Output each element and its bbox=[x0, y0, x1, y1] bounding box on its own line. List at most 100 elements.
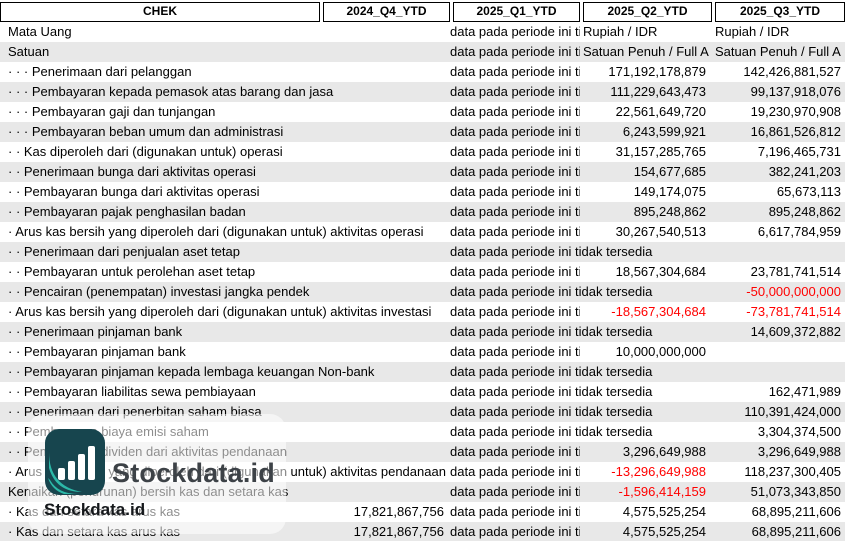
cell-chek[interactable]: · Kas dan setara kas arus kas 17,821,867,… bbox=[0, 522, 450, 541]
cell-2025-q3[interactable]: 142,426,881,527 bbox=[743, 64, 841, 79]
cell-chek[interactable]: · · · Pembayaran beban umum dan administ… bbox=[0, 122, 450, 142]
cell-chek[interactable]: Mata Uang bbox=[0, 22, 450, 42]
cell-2025-q1[interactable]: data pada periode ini tidak tersedia bbox=[450, 524, 580, 539]
cell-2025-q3[interactable]: 162,471,989 bbox=[768, 384, 841, 399]
cell-2024-q4[interactable]: 17,821,867,756 bbox=[353, 504, 444, 519]
cell-chek[interactable]: · · Penerimaan bunga dari aktivitas oper… bbox=[0, 162, 450, 182]
cell-2025-q3[interactable]: 14,609,372,882 bbox=[750, 324, 841, 339]
cell-2025-q3[interactable]: 382,241,203 bbox=[768, 164, 841, 179]
cell-2025-q1[interactable]: data pada periode ini tidak tersedia bbox=[450, 264, 580, 279]
cell-chek[interactable]: · · Pembayaran bunga dari aktivitas oper… bbox=[0, 182, 450, 202]
cell-2025-q3[interactable]: 19,230,970,908 bbox=[750, 104, 841, 119]
cell-2025-q2[interactable]: 154,677,685 bbox=[633, 164, 706, 179]
cell-2025-q3[interactable]: 51,073,343,850 bbox=[750, 484, 841, 499]
cell-2025-q1[interactable]: data pada periode ini tidak tersedia bbox=[450, 44, 580, 59]
cell-2025-q3[interactable]: 7,196,465,731 bbox=[757, 144, 841, 159]
cell-2025-q1[interactable]: data pada periode ini tidak tersedia bbox=[450, 384, 653, 399]
cell-2025-q2[interactable]: -18,567,304,684 bbox=[611, 304, 706, 319]
cell-chek[interactable]: Satuan bbox=[0, 42, 450, 62]
cell-2025-q3[interactable]: Rupiah / IDR bbox=[715, 24, 790, 39]
cell-chek[interactable]: · · · Penerimaan dari pelanggan bbox=[0, 62, 450, 82]
cell-2025-q2[interactable]: Rupiah / IDR bbox=[583, 24, 658, 39]
cell-2025-q1[interactable]: data pada periode ini tidak tersedia bbox=[450, 64, 580, 79]
cell-2025-q3[interactable]: 6,617,784,959 bbox=[757, 224, 841, 239]
cell-2025-q2[interactable]: 4,575,525,254 bbox=[622, 504, 706, 519]
cell-2025-q3[interactable]: 118,237,300,405 bbox=[744, 464, 841, 479]
cell-chek[interactable]: · · · Pembayaran kepada pemasok atas bar… bbox=[0, 82, 450, 102]
cell-2025-q2[interactable]: 3,296,649,988 bbox=[622, 444, 706, 459]
cell-2025-q2[interactable]: Satuan Penuh / Full A bbox=[583, 44, 709, 59]
cell-2025-q3[interactable] bbox=[712, 342, 845, 362]
cell-2025-q3[interactable]: -50,000,000,000 bbox=[746, 284, 841, 299]
cell-chek[interactable]: · · Pembayaran untuk perolehan aset teta… bbox=[0, 262, 450, 282]
row-label: · · · Pembayaran kepada pemasok atas bar… bbox=[8, 84, 334, 99]
cell-2025-q2[interactable]: 18,567,304,684 bbox=[615, 264, 706, 279]
cell-2025-q1[interactable]: data pada periode ini tidak tersedia bbox=[450, 124, 580, 139]
cell-chek[interactable]: · · · Pembayaran gaji dan tunjangan bbox=[0, 102, 450, 122]
cell-2025-q2[interactable]: 6,243,599,921 bbox=[622, 124, 706, 139]
cell-chek[interactable]: · · Pembayaran pajak penghasilan badan bbox=[0, 202, 450, 222]
cell-2025-q1[interactable]: data pada periode ini tidak tersedia bbox=[450, 344, 580, 359]
cell-2025-q3[interactable]: 23,781,741,514 bbox=[750, 264, 841, 279]
cell-2025-q2[interactable]: 895,248,862 bbox=[633, 204, 706, 219]
cell-chek[interactable]: · · Pembayaran liabilitas sewa pembiayaa… bbox=[0, 382, 450, 402]
cell-2025-q2[interactable]: 30,267,540,513 bbox=[615, 224, 706, 239]
cell-2025-q1[interactable]: data pada periode ini tidak tersedia bbox=[450, 504, 580, 519]
cell-2025-q2[interactable]: -1,596,414,159 bbox=[618, 484, 706, 499]
cell-2025-q2[interactable]: 4,575,525,254 bbox=[622, 524, 706, 539]
cell-chek[interactable]: · · Pembayaran pinjaman kepada lembaga k… bbox=[0, 362, 450, 382]
cell-chek[interactable]: · · Penerimaan dari penerbitan saham bia… bbox=[0, 402, 450, 422]
cell-2025-q1[interactable]: data pada periode ini tidak tersedia bbox=[450, 484, 580, 499]
cell-chek[interactable]: · · Kas diperoleh dari (digunakan untuk)… bbox=[0, 142, 450, 162]
cell-2025-q3[interactable] bbox=[712, 362, 845, 382]
cell-2025-q3[interactable]: 3,304,374,500 bbox=[757, 424, 841, 439]
cell-2025-q2[interactable]: -13,296,649,988 bbox=[611, 464, 706, 479]
cell-chek[interactable]: · Arus kas bersih yang diperoleh dari (d… bbox=[0, 302, 450, 322]
cell-chek[interactable]: · · Pembayaran pinjaman bank bbox=[0, 342, 450, 362]
cell-2025-q1[interactable]: data pada periode ini tidak tersedia bbox=[450, 364, 653, 379]
cell-chek[interactable]: · · Penerimaan dari penjualan aset tetap bbox=[0, 242, 450, 262]
cell-2025-q1[interactable]: data pada periode ini tidak tersedia bbox=[450, 204, 580, 219]
cell-2025-q1[interactable]: data pada periode ini tidak tersedia bbox=[450, 244, 653, 259]
cell-2025-q1[interactable]: data pada periode ini tidak tersedia bbox=[450, 24, 580, 39]
cell-chek[interactable]: · · Pencairan (penempatan) investasi jan… bbox=[0, 282, 450, 302]
cell-2025-q1[interactable]: data pada periode ini tidak tersedia bbox=[450, 84, 580, 99]
cell-2025-q1[interactable]: data pada periode ini tidak tersedia bbox=[450, 184, 580, 199]
cell-2025-q1[interactable]: data pada periode ini tidak tersedia bbox=[450, 164, 580, 179]
column-header-2025-q1-ytd[interactable]: 2025_Q1_YTD bbox=[453, 2, 580, 22]
cell-2025-q2[interactable]: 10,000,000,000 bbox=[615, 344, 706, 359]
cell-2025-q2[interactable]: 149,174,075 bbox=[633, 184, 706, 199]
column-header-2025-q3-ytd[interactable]: 2025_Q3_YTD bbox=[715, 2, 845, 22]
cell-2025-q1[interactable]: data pada periode ini tidak tersedia bbox=[450, 224, 580, 239]
cell-2025-q1[interactable]: data pada periode ini tidak tersedia bbox=[450, 404, 653, 419]
cell-2025-q3[interactable]: 110,391,424,000 bbox=[744, 404, 841, 419]
cell-2025-q2[interactable]: 31,157,285,765 bbox=[615, 144, 706, 159]
cell-2025-q1[interactable]: data pada periode ini tidak tersedia bbox=[450, 324, 653, 339]
cell-2025-q1[interactable]: data pada periode ini tidak tersedia bbox=[450, 444, 580, 459]
cell-2025-q2[interactable]: 171,192,178,879 bbox=[608, 64, 706, 79]
column-header-2025-q2-ytd[interactable]: 2025_Q2_YTD bbox=[583, 2, 712, 22]
cell-chek[interactable]: · Arus kas bersih yang diperoleh dari (d… bbox=[0, 222, 450, 242]
cell-2025-q3[interactable]: 3,296,649,988 bbox=[757, 444, 841, 459]
cell-2025-q3[interactable] bbox=[712, 242, 845, 262]
cell-2025-q3[interactable]: 68,895,211,606 bbox=[751, 524, 841, 539]
cell-2025-q1[interactable]: data pada periode ini tidak tersedia bbox=[450, 424, 653, 439]
cell-2025-q3[interactable]: 895,248,862 bbox=[768, 204, 841, 219]
cell-2025-q2[interactable]: 111,229,643,473 bbox=[610, 84, 706, 99]
cell-2025-q3[interactable]: 65,673,113 bbox=[776, 184, 841, 199]
column-header-chek[interactable]: CHEK bbox=[0, 2, 320, 22]
cell-2025-q1[interactable]: data pada periode ini tidak tersedia bbox=[450, 144, 580, 159]
cell-2025-q3[interactable]: Satuan Penuh / Full A bbox=[715, 44, 841, 59]
cell-2025-q2[interactable]: 22,561,649,720 bbox=[615, 104, 706, 119]
cell-2024-q4[interactable]: 17,821,867,756 bbox=[353, 524, 444, 539]
cell-2025-q1[interactable]: data pada periode ini tidak tersedia bbox=[450, 464, 580, 479]
cell-2025-q3[interactable]: 68,895,211,606 bbox=[751, 504, 841, 519]
cell-2025-q1[interactable]: data pada periode ini tidak tersedia bbox=[450, 304, 580, 319]
cell-2025-q1[interactable]: data pada periode ini tidak tersedia bbox=[450, 104, 580, 119]
cell-2025-q3[interactable]: 99,137,918,076 bbox=[750, 84, 841, 99]
cell-2025-q3[interactable]: -73,781,741,514 bbox=[746, 304, 841, 319]
cell-2025-q3[interactable]: 16,861,526,812 bbox=[750, 124, 841, 139]
column-header-2024-q4-ytd[interactable]: 2024_Q4_YTD bbox=[323, 2, 450, 22]
cell-chek[interactable]: · · Penerimaan pinjaman bank bbox=[0, 322, 450, 342]
cell-2025-q1[interactable]: data pada periode ini tidak tersedia bbox=[450, 284, 653, 299]
